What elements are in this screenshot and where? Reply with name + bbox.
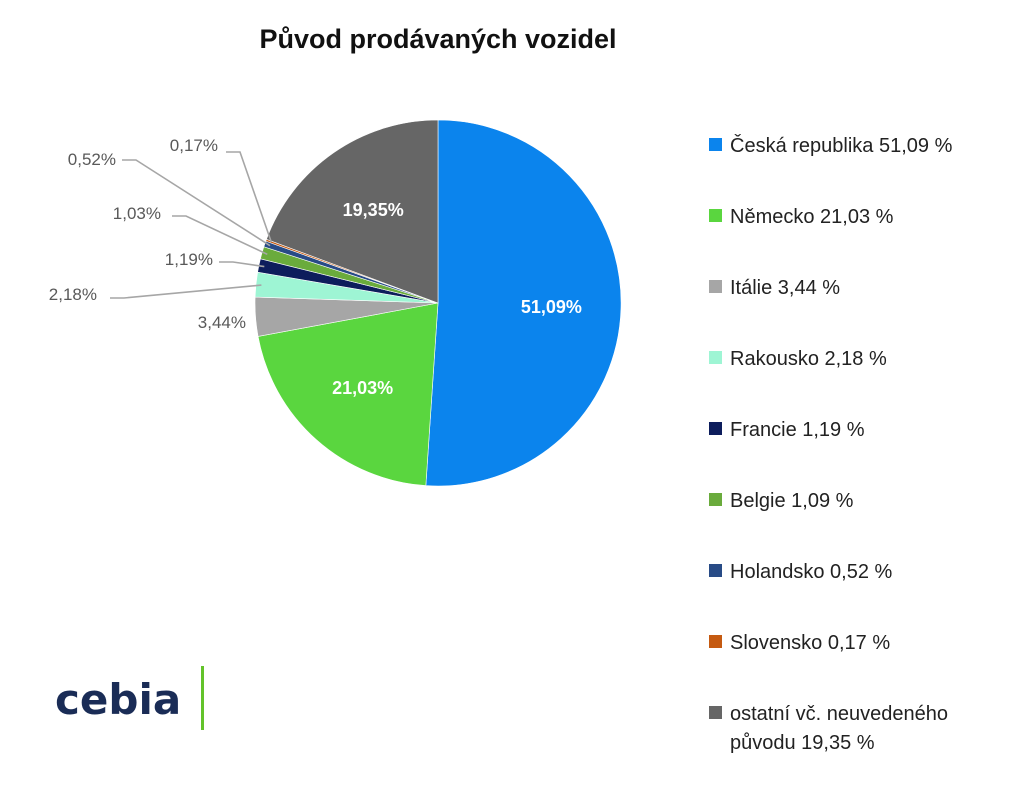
legend-label: Holandsko 0,52 %: [730, 561, 893, 583]
pie-slice-n-mecko: [257, 302, 439, 486]
slice-data-label: 3,44%: [198, 313, 246, 332]
legend-label: ostatní vč. neuvedeného: [730, 703, 948, 725]
legend-swatch: [709, 564, 722, 577]
legend-label: Belgie 1,09 %: [730, 490, 854, 512]
legend-label: Česká republika 51,09 %: [730, 134, 953, 157]
legend-swatch: [709, 493, 722, 506]
slice-data-label: 0,17%: [170, 136, 218, 155]
slice-data-label: 0,52%: [68, 150, 116, 169]
slice-data-label: 21,03%: [332, 378, 393, 398]
leader-line: [226, 151, 273, 243]
slice-data-label: 2,18%: [49, 285, 97, 304]
slice-labels: 51,09% 21,03% 3,44% 2,18% 1,19% 1,03% 0,52% 0,1…: [49, 136, 582, 398]
leader-line: [122, 159, 271, 247]
leader-lines: [110, 151, 273, 299]
legend: Česká republika 51,09 % Německo 21,03 % It…: [709, 134, 953, 754]
legend-swatch: [709, 280, 722, 293]
pie-slice--esk-republika: [425, 119, 622, 487]
legend-swatch: [709, 351, 722, 364]
legend-label: Francie 1,19 %: [730, 419, 865, 441]
legend-label: původu 19,35 %: [730, 732, 875, 754]
slice-data-label: 19,35%: [343, 200, 404, 220]
legend-label: Slovensko 0,17 %: [730, 632, 890, 654]
cebia-logo: cebia: [55, 675, 182, 724]
leader-line: [110, 284, 262, 299]
slice-data-label: 1,03%: [113, 204, 161, 223]
slice-data-label: 1,19%: [165, 250, 213, 269]
legend-label: Itálie 3,44 %: [730, 277, 840, 299]
legend-label: Rakousko 2,18 %: [730, 348, 887, 370]
pie-slice-ostatn-v-neuveden-ho-p-vodu: [266, 119, 439, 304]
legend-swatch: [709, 706, 722, 719]
legend-label: Německo 21,03 %: [730, 206, 894, 228]
logo-divider: [201, 666, 204, 730]
legend-swatch: [709, 209, 722, 222]
legend-swatch: [709, 422, 722, 435]
legend-swatch: [709, 138, 722, 151]
leader-line: [219, 261, 265, 268]
legend-swatch: [709, 635, 722, 648]
chart-title: Původ prodávaných vozidel: [259, 24, 616, 54]
leader-line: [172, 215, 268, 256]
slice-data-label: 51,09%: [521, 297, 582, 317]
pie-slices: [254, 119, 622, 487]
